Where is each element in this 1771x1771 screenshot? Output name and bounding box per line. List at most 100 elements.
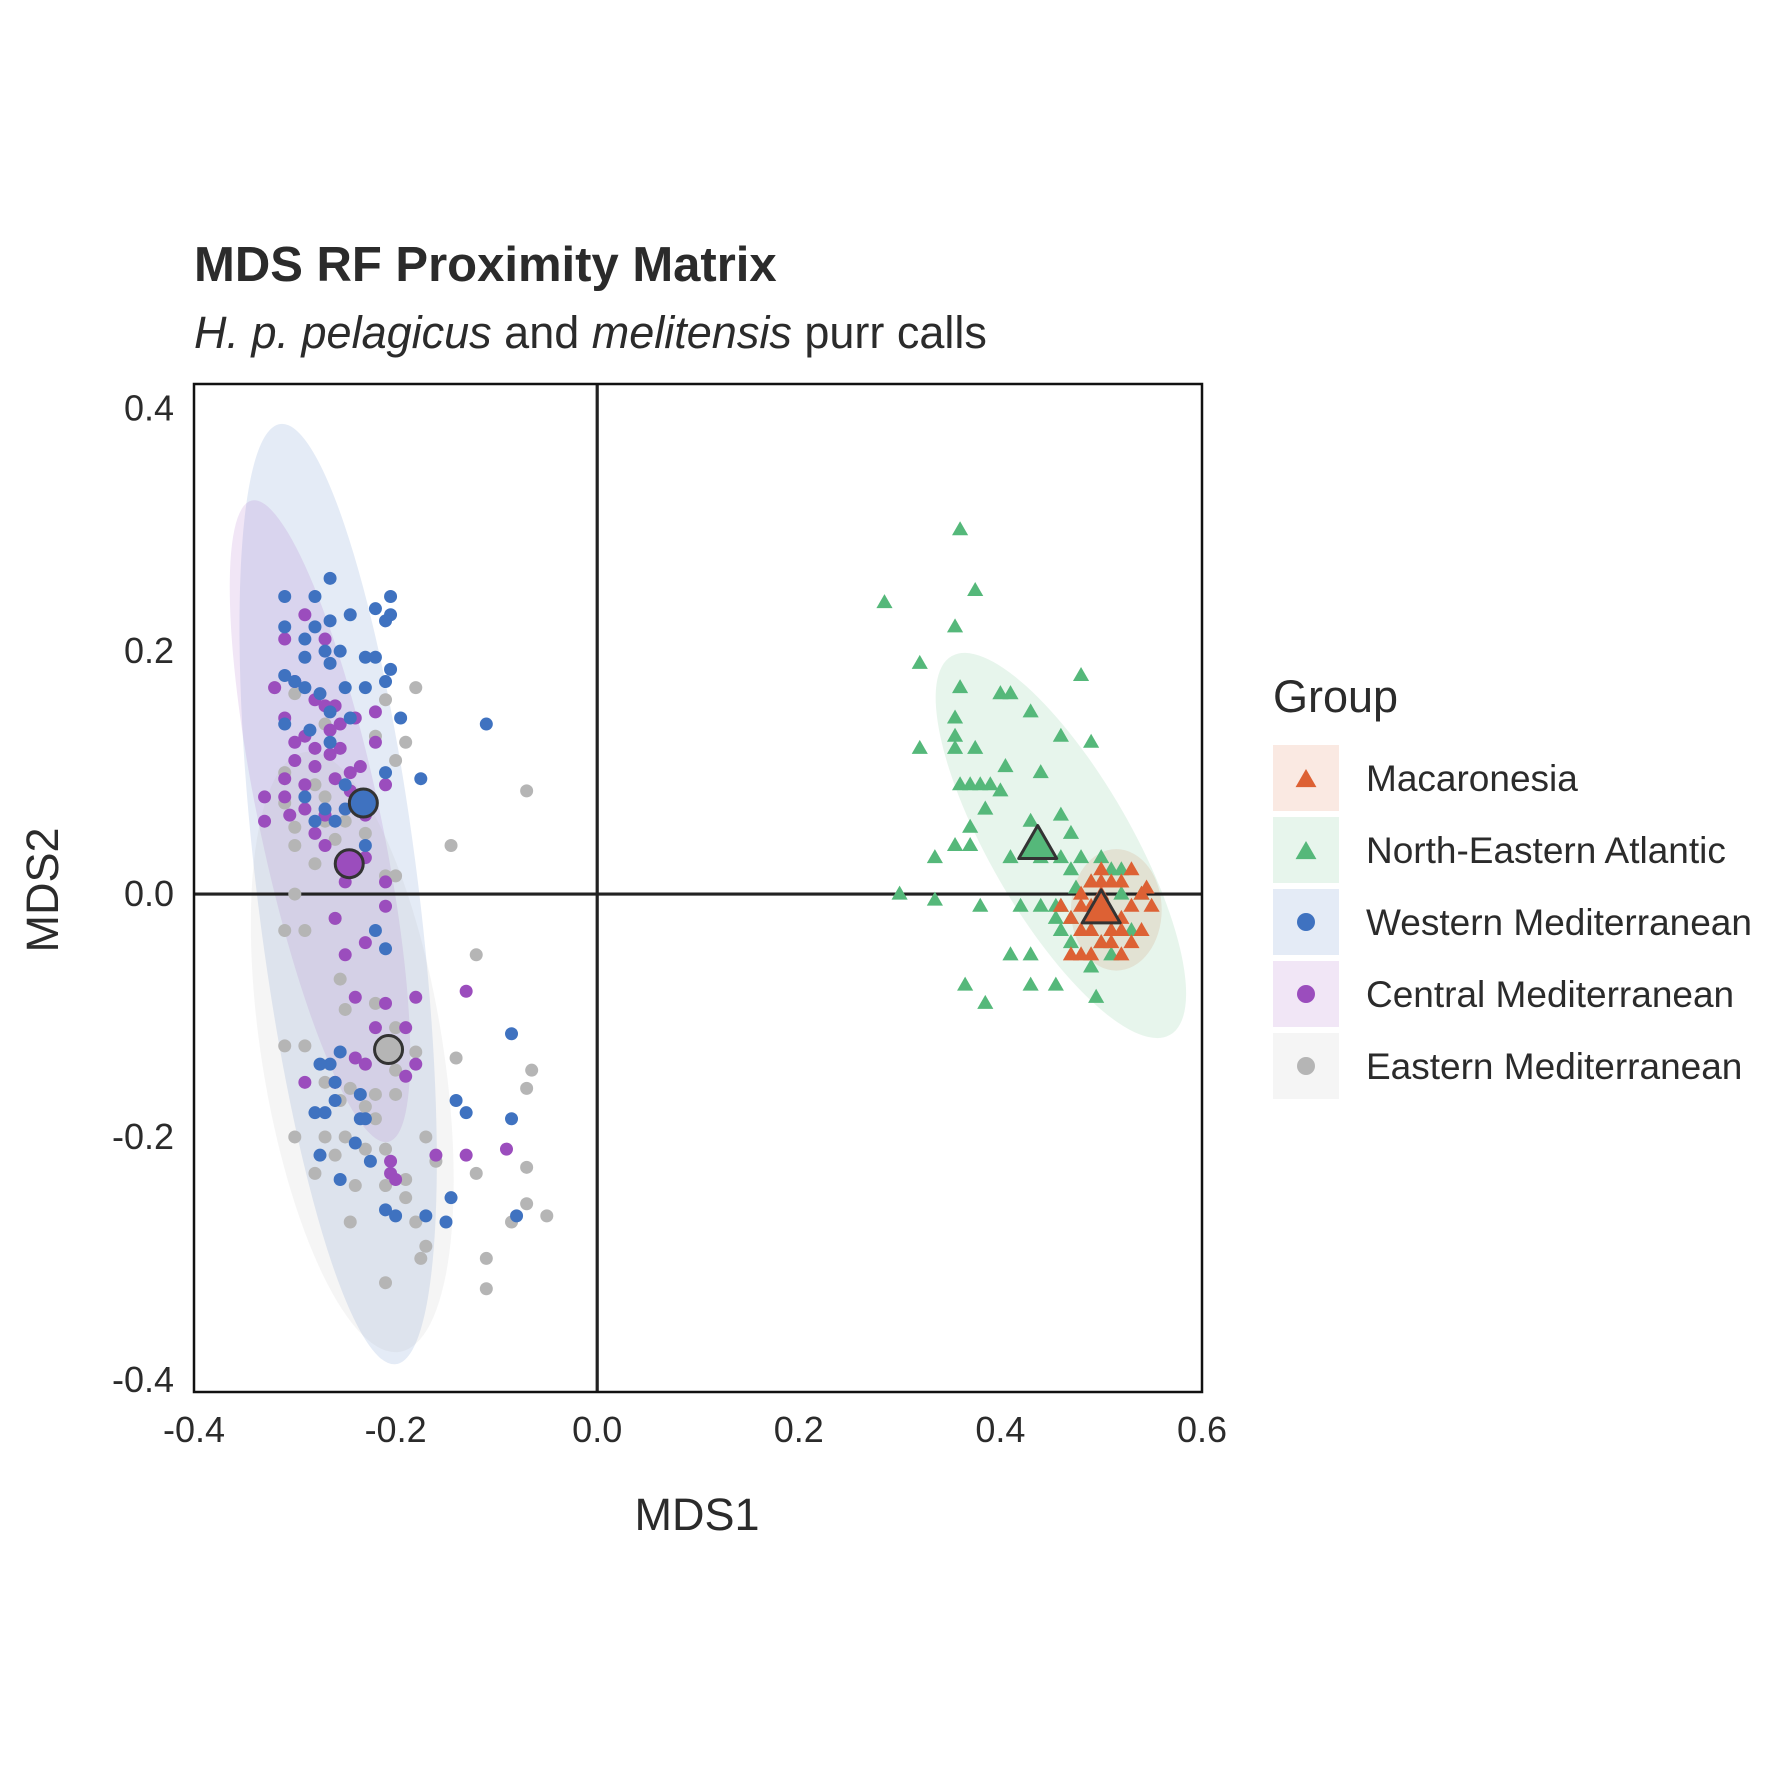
point-western-mediterranean xyxy=(384,590,398,604)
legend-key-triangle xyxy=(1295,841,1317,860)
point-eastern-mediterranean xyxy=(520,1197,534,1211)
point-central-mediterranean xyxy=(328,911,342,925)
point-north-eastern-atlantic xyxy=(946,618,964,633)
point-central-mediterranean xyxy=(368,705,382,719)
point-north-eastern-atlantic xyxy=(1047,976,1064,991)
point-western-mediterranean xyxy=(379,1203,393,1217)
point-central-mediterranean xyxy=(318,838,332,852)
point-central-mediterranean xyxy=(308,826,322,840)
point-north-eastern-atlantic xyxy=(1093,849,1110,864)
point-macaronesia xyxy=(1083,946,1100,961)
point-western-mediterranean xyxy=(444,1191,458,1205)
legend: Group Macaronesia North-Eastern Atlantic W… xyxy=(1273,671,1752,1099)
point-western-mediterranean xyxy=(278,620,292,634)
point-western-mediterranean xyxy=(328,814,342,828)
point-north-eastern-atlantic xyxy=(946,739,964,754)
point-western-mediterranean xyxy=(394,711,408,725)
point-eastern-mediterranean xyxy=(318,790,332,804)
point-north-eastern-atlantic xyxy=(1072,666,1090,681)
point-central-mediterranean xyxy=(288,735,302,749)
point-western-mediterranean xyxy=(308,814,322,828)
point-eastern-mediterranean xyxy=(419,1239,433,1253)
x-tick-label: -0.2 xyxy=(365,1409,427,1450)
point-western-mediterranean xyxy=(313,1148,327,1162)
point-north-eastern-atlantic xyxy=(1083,733,1100,748)
point-central-mediterranean xyxy=(399,1021,413,1035)
legend-title: Group xyxy=(1273,671,1398,722)
point-western-mediterranean xyxy=(303,723,317,737)
point-eastern-mediterranean xyxy=(318,1130,332,1144)
point-north-eastern-atlantic xyxy=(1022,703,1039,718)
x-tick-label: 0.2 xyxy=(774,1409,824,1450)
point-western-mediterranean xyxy=(333,1045,347,1059)
point-western-mediterranean xyxy=(338,778,352,792)
legend-label: Western Mediterranean xyxy=(1366,902,1752,943)
point-central-mediterranean xyxy=(429,1148,443,1162)
point-western-mediterranean xyxy=(298,681,312,695)
point-macaronesia xyxy=(1123,934,1140,949)
point-central-mediterranean xyxy=(258,814,272,828)
point-north-eastern-atlantic xyxy=(1113,885,1130,900)
point-central-mediterranean xyxy=(499,1142,513,1156)
point-macaronesia xyxy=(1093,873,1110,888)
point-central-mediterranean xyxy=(348,990,362,1004)
point-eastern-mediterranean xyxy=(288,887,302,901)
point-eastern-mediterranean xyxy=(444,838,458,852)
point-western-mediterranean xyxy=(288,675,302,689)
point-central-mediterranean xyxy=(459,1148,473,1162)
legend-key-circle xyxy=(1297,985,1315,1003)
point-central-mediterranean xyxy=(333,741,347,755)
point-western-mediterranean xyxy=(343,711,357,725)
point-western-mediterranean xyxy=(358,1112,372,1126)
point-western-mediterranean xyxy=(363,1154,377,1168)
point-north-eastern-atlantic xyxy=(992,782,1009,797)
point-macaronesia xyxy=(1062,909,1080,924)
chart-title: MDS RF Proximity Matrix xyxy=(194,238,777,292)
centroid-macaronesia xyxy=(1080,888,1122,925)
legend-key-circle xyxy=(1297,913,1315,931)
point-north-eastern-atlantic xyxy=(1022,946,1039,961)
legend-label: North-Eastern Atlantic xyxy=(1366,830,1726,871)
point-eastern-mediterranean xyxy=(368,996,382,1010)
point-western-mediterranean xyxy=(323,571,337,585)
legend-item-central-mediterranean: Central Mediterranean xyxy=(1273,961,1734,1027)
point-central-mediterranean xyxy=(358,1057,372,1071)
point-eastern-mediterranean xyxy=(338,1002,352,1016)
point-north-eastern-atlantic xyxy=(957,976,974,991)
legend-label: Macaronesia xyxy=(1366,758,1578,799)
point-western-mediterranean xyxy=(308,1106,322,1120)
subtitle-part: purr calls xyxy=(792,307,987,358)
point-western-mediterranean xyxy=(308,620,322,634)
point-eastern-mediterranean xyxy=(469,948,483,962)
point-central-mediterranean xyxy=(459,984,473,998)
x-tick-label: -0.4 xyxy=(163,1409,225,1450)
point-eastern-mediterranean xyxy=(419,1130,433,1144)
point-north-eastern-atlantic xyxy=(1022,976,1039,991)
x-axis-ticks: -0.4 -0.2 0.0 0.2 0.4 0.6 xyxy=(163,1409,1227,1450)
point-north-eastern-atlantic xyxy=(997,758,1014,773)
point-western-mediterranean xyxy=(419,1209,433,1223)
point-eastern-mediterranean xyxy=(479,1251,493,1265)
point-central-mediterranean xyxy=(379,875,393,889)
point-north-eastern-atlantic xyxy=(962,836,979,852)
y-tick-label: 0.4 xyxy=(124,387,174,428)
point-central-mediterranean xyxy=(318,632,332,646)
centroid-central-mediterranean xyxy=(333,848,365,880)
point-eastern-mediterranean xyxy=(343,1215,357,1229)
point-north-eastern-atlantic xyxy=(1002,685,1019,700)
chart-subtitle: H. p. pelagicus and melitensis purr call… xyxy=(194,307,987,358)
point-western-mediterranean xyxy=(449,1094,463,1108)
point-eastern-mediterranean xyxy=(520,784,534,798)
point-central-mediterranean xyxy=(409,1057,423,1071)
point-north-eastern-atlantic xyxy=(982,776,999,791)
point-north-eastern-atlantic xyxy=(946,709,964,724)
point-eastern-mediterranean xyxy=(379,1142,393,1156)
point-central-mediterranean xyxy=(278,632,292,646)
point-western-mediterranean xyxy=(278,717,292,731)
point-macaronesia xyxy=(1052,897,1069,912)
point-eastern-mediterranean xyxy=(414,1251,428,1265)
point-macaronesia xyxy=(1138,879,1155,894)
point-western-mediterranean xyxy=(379,942,393,956)
